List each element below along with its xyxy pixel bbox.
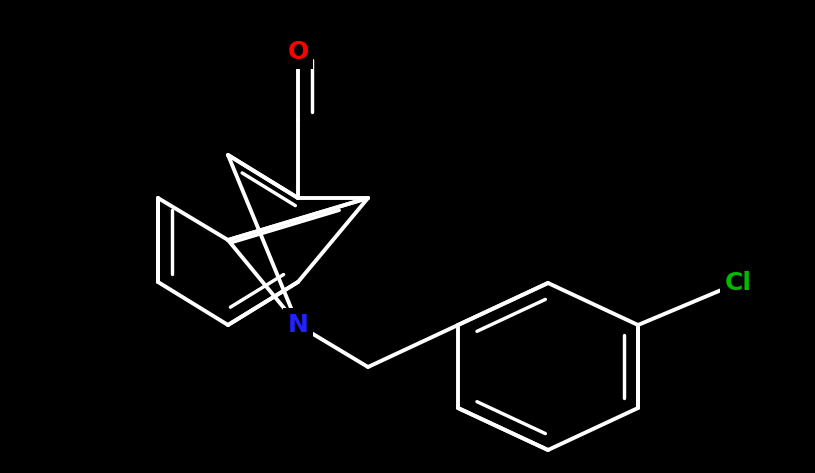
Text: O: O (288, 40, 309, 64)
Text: Cl: Cl (725, 271, 751, 295)
Text: N: N (288, 313, 308, 337)
